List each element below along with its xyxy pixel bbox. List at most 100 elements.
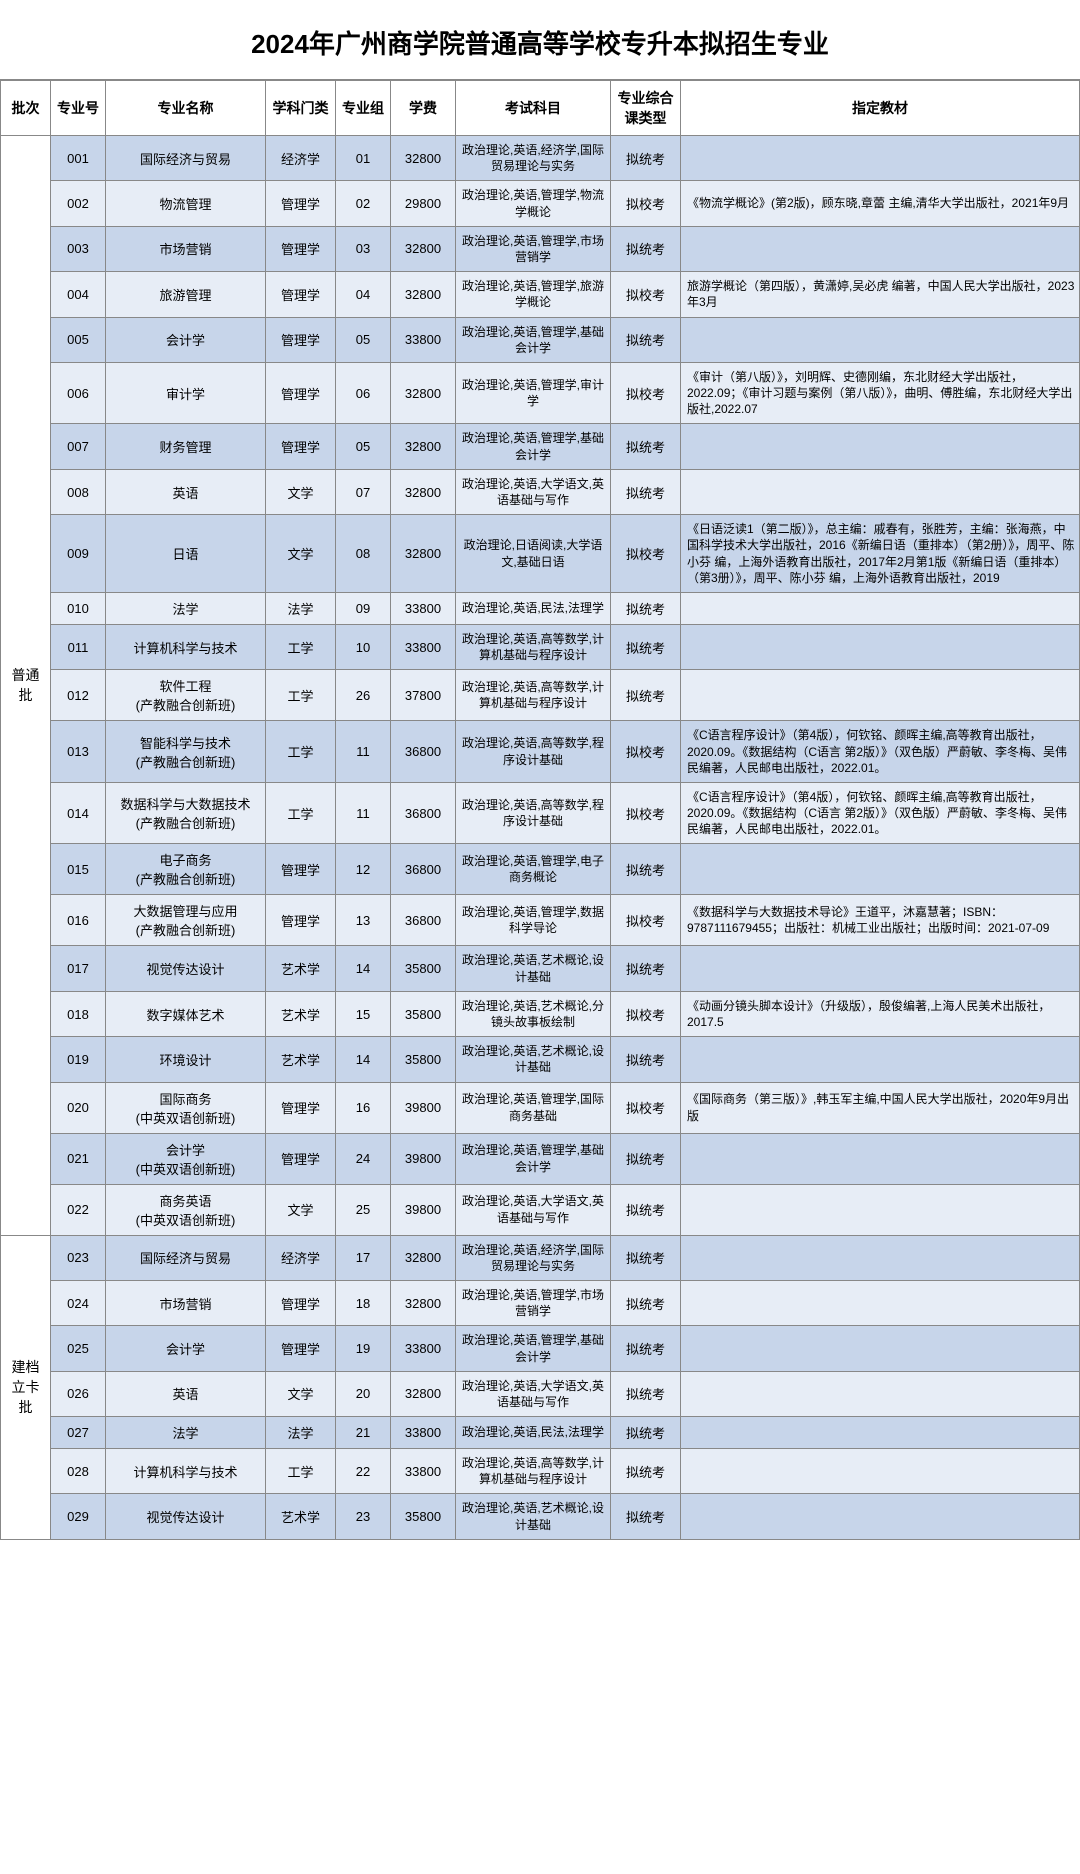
group-cell: 04 bbox=[336, 272, 391, 317]
name-cell: 计算机科学与技术 bbox=[106, 624, 266, 669]
table-row: 013智能科学与技术(产教融合创新班)工学1136800政治理论,英语,高等数学… bbox=[1, 721, 1080, 783]
exam-cell: 政治理论,英语,管理学,电子商务概论 bbox=[456, 844, 611, 895]
group-cell: 26 bbox=[336, 670, 391, 721]
name-cell: 国际经济与贸易 bbox=[106, 136, 266, 181]
group-cell: 11 bbox=[336, 721, 391, 783]
code-cell: 014 bbox=[51, 782, 106, 844]
type-cell: 拟统考 bbox=[611, 469, 681, 514]
code-cell: 012 bbox=[51, 670, 106, 721]
book-cell: 《审计（第八版）》，刘明辉、史德刚编，东北财经大学出版社，2022.09；《审计… bbox=[681, 362, 1080, 424]
type-cell: 拟校考 bbox=[611, 721, 681, 783]
fee-cell: 32800 bbox=[391, 136, 456, 181]
h-fee: 学费 bbox=[391, 81, 456, 136]
exam-cell: 政治理论,英语,管理学,物流学概论 bbox=[456, 181, 611, 226]
book-cell bbox=[681, 670, 1080, 721]
name-cell: 视觉传达设计 bbox=[106, 946, 266, 991]
name-cell: 英语 bbox=[106, 469, 266, 514]
name-cell: 智能科学与技术(产教融合创新班) bbox=[106, 721, 266, 783]
batch-cell: 建档立卡批 bbox=[1, 1235, 51, 1539]
book-cell: 《C语言程序设计》（第4版），何钦铭、颜晖主编,高等教育出版社，2020.09。… bbox=[681, 782, 1080, 844]
fee-cell: 32800 bbox=[391, 272, 456, 317]
book-cell bbox=[681, 317, 1080, 362]
type-cell: 拟统考 bbox=[611, 1133, 681, 1184]
type-cell: 拟统考 bbox=[611, 424, 681, 469]
group-cell: 02 bbox=[336, 181, 391, 226]
cat-cell: 管理学 bbox=[266, 181, 336, 226]
name-cell: 视觉传达设计 bbox=[106, 1494, 266, 1539]
h-group: 专业组 bbox=[336, 81, 391, 136]
table-row: 018数字媒体艺术艺术学1535800政治理论,英语,艺术概论,分镜头故事板绘制… bbox=[1, 991, 1080, 1036]
code-cell: 023 bbox=[51, 1235, 106, 1280]
name-cell: 商务英语(中英双语创新班) bbox=[106, 1184, 266, 1235]
book-cell bbox=[681, 1326, 1080, 1371]
table-row: 024市场营销管理学1832800政治理论,英语,管理学,市场营销学拟统考 bbox=[1, 1280, 1080, 1325]
name-cell: 电子商务(产教融合创新班) bbox=[106, 844, 266, 895]
name-cell: 日语 bbox=[106, 515, 266, 593]
exam-cell: 政治理论,英语,大学语文,英语基础与写作 bbox=[456, 1371, 611, 1416]
name-cell: 会计学(中英双语创新班) bbox=[106, 1133, 266, 1184]
fee-cell: 32800 bbox=[391, 469, 456, 514]
table-row: 019环境设计艺术学1435800政治理论,英语,艺术概论,设计基础拟统考 bbox=[1, 1037, 1080, 1082]
name-cell: 数字媒体艺术 bbox=[106, 991, 266, 1036]
name-cell: 市场营销 bbox=[106, 1280, 266, 1325]
code-cell: 002 bbox=[51, 181, 106, 226]
exam-cell: 政治理论,英语,艺术概论,设计基础 bbox=[456, 946, 611, 991]
group-cell: 07 bbox=[336, 469, 391, 514]
type-cell: 拟校考 bbox=[611, 991, 681, 1036]
page-title: 2024年广州商学院普通高等学校专升本拟招生专业 bbox=[0, 0, 1080, 80]
cat-cell: 管理学 bbox=[266, 895, 336, 946]
table-row: 006审计学管理学0632800政治理论,英语,管理学,审计学拟校考《审计（第八… bbox=[1, 362, 1080, 424]
exam-cell: 政治理论,英语,管理学,市场营销学 bbox=[456, 226, 611, 271]
book-cell bbox=[681, 946, 1080, 991]
fee-cell: 39800 bbox=[391, 1184, 456, 1235]
type-cell: 拟校考 bbox=[611, 782, 681, 844]
book-cell: 《日语泛读1（第二版）》，总主编：戚春有，张胜芳，主编：张海燕，中国科学技术大学… bbox=[681, 515, 1080, 593]
type-cell: 拟统考 bbox=[611, 1417, 681, 1449]
fee-cell: 36800 bbox=[391, 895, 456, 946]
exam-cell: 政治理论,英语,大学语文,英语基础与写作 bbox=[456, 469, 611, 514]
book-cell bbox=[681, 1133, 1080, 1184]
fee-cell: 33800 bbox=[391, 1449, 456, 1494]
group-cell: 05 bbox=[336, 424, 391, 469]
code-cell: 020 bbox=[51, 1082, 106, 1133]
cat-cell: 管理学 bbox=[266, 1326, 336, 1371]
type-cell: 拟校考 bbox=[611, 181, 681, 226]
table-row: 012软件工程(产教融合创新班)工学2637800政治理论,英语,高等数学,计算… bbox=[1, 670, 1080, 721]
name-cell: 数据科学与大数据技术(产教融合创新班) bbox=[106, 782, 266, 844]
type-cell: 拟统考 bbox=[611, 624, 681, 669]
exam-cell: 政治理论,英语,艺术概论,设计基础 bbox=[456, 1494, 611, 1539]
code-cell: 019 bbox=[51, 1037, 106, 1082]
group-cell: 21 bbox=[336, 1417, 391, 1449]
code-cell: 021 bbox=[51, 1133, 106, 1184]
code-cell: 026 bbox=[51, 1371, 106, 1416]
cat-cell: 管理学 bbox=[266, 317, 336, 362]
table-row: 027法学法学2133800政治理论,英语,民法,法理学拟统考 bbox=[1, 1417, 1080, 1449]
code-cell: 004 bbox=[51, 272, 106, 317]
cat-cell: 管理学 bbox=[266, 362, 336, 424]
name-cell: 财务管理 bbox=[106, 424, 266, 469]
cat-cell: 经济学 bbox=[266, 1235, 336, 1280]
cat-cell: 工学 bbox=[266, 670, 336, 721]
group-cell: 09 bbox=[336, 592, 391, 624]
fee-cell: 35800 bbox=[391, 1037, 456, 1082]
table-row: 009日语文学0832800政治理论,日语阅读,大学语文,基础日语拟校考《日语泛… bbox=[1, 515, 1080, 593]
fee-cell: 36800 bbox=[391, 844, 456, 895]
fee-cell: 36800 bbox=[391, 721, 456, 783]
cat-cell: 管理学 bbox=[266, 844, 336, 895]
code-cell: 007 bbox=[51, 424, 106, 469]
type-cell: 拟统考 bbox=[611, 946, 681, 991]
code-cell: 028 bbox=[51, 1449, 106, 1494]
table-row: 021会计学(中英双语创新班)管理学2439800政治理论,英语,管理学,基础会… bbox=[1, 1133, 1080, 1184]
type-cell: 拟校考 bbox=[611, 1082, 681, 1133]
type-cell: 拟统考 bbox=[611, 1184, 681, 1235]
code-cell: 011 bbox=[51, 624, 106, 669]
name-cell: 物流管理 bbox=[106, 181, 266, 226]
book-cell bbox=[681, 469, 1080, 514]
type-cell: 拟校考 bbox=[611, 272, 681, 317]
cat-cell: 艺术学 bbox=[266, 1494, 336, 1539]
name-cell: 会计学 bbox=[106, 1326, 266, 1371]
cat-cell: 经济学 bbox=[266, 136, 336, 181]
type-cell: 拟校考 bbox=[611, 515, 681, 593]
group-cell: 16 bbox=[336, 1082, 391, 1133]
cat-cell: 工学 bbox=[266, 624, 336, 669]
